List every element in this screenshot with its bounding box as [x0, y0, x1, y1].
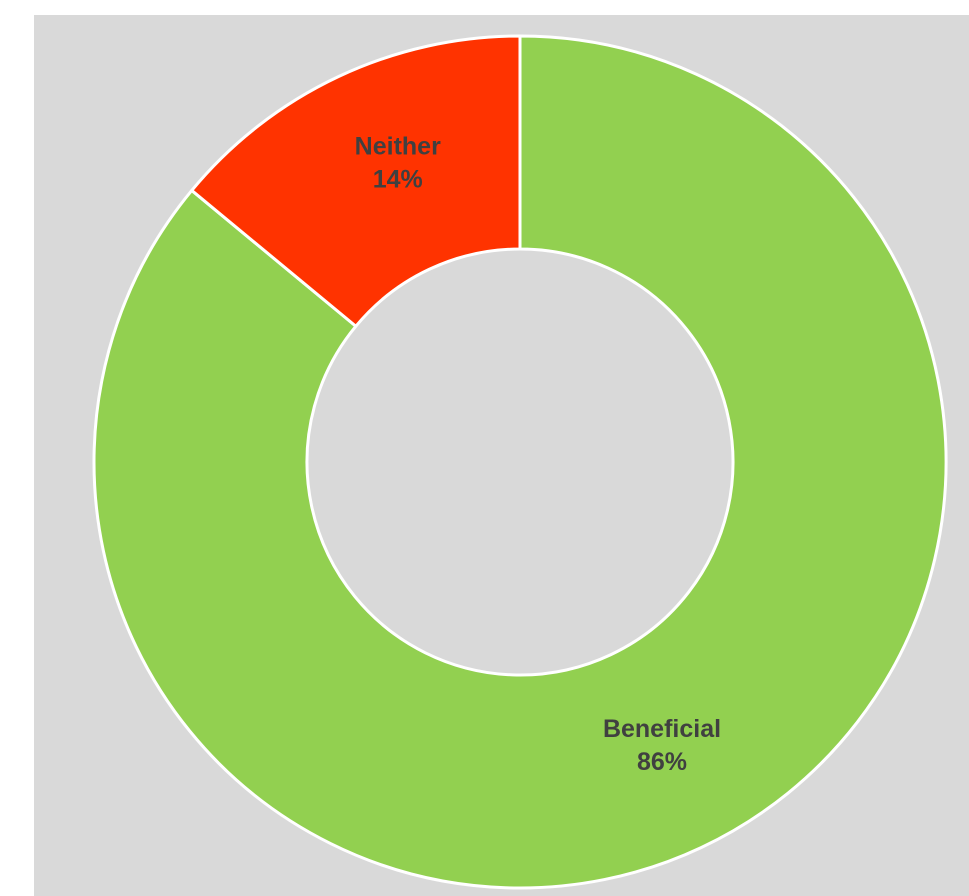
donut-chart: Beneficial 86% Neither 14% [34, 15, 969, 896]
slice-label-beneficial: Beneficial [603, 715, 721, 743]
slice-beneficial [92, 34, 948, 890]
slice-value-neither: 14% [373, 165, 423, 193]
slices-group [92, 34, 948, 890]
slice-label-neither: Neither [355, 132, 441, 160]
slice-neither [190, 34, 522, 328]
labels-group: Beneficial 86% Neither 14% [355, 132, 721, 776]
chart-area: Beneficial 86% Neither 14% [34, 15, 969, 896]
slice-value-beneficial: 86% [637, 748, 687, 776]
